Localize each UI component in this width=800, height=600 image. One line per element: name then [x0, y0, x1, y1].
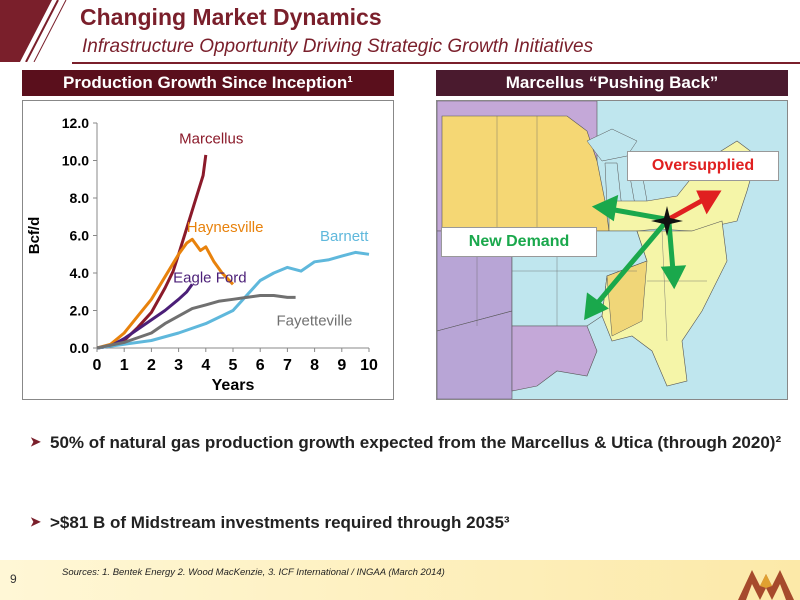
series-label-fayetteville: Fayetteville — [277, 313, 353, 330]
state-borders — [476, 116, 707, 342]
series-label-marcellus: Marcellus — [179, 131, 243, 148]
oversupplied-label: Oversupplied — [627, 151, 779, 181]
chevron-right-icon: ➤ — [30, 514, 41, 529]
header-decoration — [0, 0, 67, 62]
x-axis-label: Years — [212, 377, 255, 394]
x-tick-label: 10 — [360, 357, 378, 374]
us-east-map: Oversupplied New Demand — [436, 100, 788, 400]
series-label-eagle-ford: Eagle Ford — [173, 269, 246, 286]
bullet-text-1: 50% of natural gas production growth exp… — [50, 433, 782, 452]
page-number: 9 — [10, 572, 17, 586]
x-tick-label: 6 — [256, 357, 265, 374]
series-line-barnett — [96, 250, 370, 350]
region-midwest — [441, 115, 610, 232]
marcellus-star-icon — [651, 206, 683, 236]
oversupply-arrow — [667, 190, 722, 222]
series-label-haynesville: Haynesville — [187, 219, 264, 236]
y-tick-label: 12.0 — [62, 115, 89, 131]
company-logo-icon — [738, 570, 794, 600]
x-tick-label: 1 — [120, 357, 129, 374]
line-chart-svg: 0.0 2.0 4.0 6.0 8.0 10.0 12.0 0 1 2 3 4 5 6 7 8 9 10 Years… — [26, 115, 378, 394]
series-line-fayetteville — [96, 294, 296, 350]
x-tick-label: 8 — [310, 357, 319, 374]
marcellus-pushing-back-heading: Marcellus “Pushing Back” — [436, 70, 788, 96]
page-subtitle: Infrastructure Opportunity Driving Strat… — [82, 36, 594, 57]
x-tick-label: 9 — [337, 357, 346, 374]
chevron-right-icon: ➤ — [30, 434, 41, 449]
y-tick-label: 2.0 — [70, 303, 90, 319]
series-line-haynesville — [96, 237, 235, 350]
y-tick-label: 8.0 — [70, 190, 90, 206]
y-axis-label: Bcf/d — [26, 217, 43, 255]
y-tick-label: 10.0 — [62, 153, 89, 169]
demand-arrows — [584, 194, 687, 321]
region-southwest — [437, 310, 513, 399]
x-tick-label: 4 — [201, 357, 210, 374]
production-growth-chart: 0.0 2.0 4.0 6.0 8.0 10.0 12.0 0 1 2 3 4 5 6 7 8 9 10 Years… — [22, 100, 394, 400]
region-southeast — [601, 220, 728, 387]
title-divider — [72, 62, 800, 64]
footer-bar — [0, 560, 800, 600]
new-demand-label: New Demand — [441, 227, 597, 257]
x-tick-label: 3 — [174, 357, 183, 374]
y-tick-label: 4.0 — [70, 265, 90, 281]
x-tick-label: 2 — [147, 357, 156, 374]
page-title: Changing Market Dynamics — [80, 4, 382, 30]
sources-note: Sources: 1. Bentek Energy 2. Wood MacKen… — [62, 567, 445, 578]
series-label-barnett: Barnett — [320, 228, 369, 245]
x-tick-label: 5 — [229, 357, 238, 374]
bullet-text-2: >$81 B of Midstream investments required… — [50, 513, 510, 532]
y-tick-label: 6.0 — [70, 228, 90, 244]
x-tick-label: 7 — [283, 357, 292, 374]
x-tick-label: 0 — [93, 357, 102, 374]
region-south — [511, 325, 598, 392]
y-tick-label: 0.0 — [70, 340, 90, 356]
lake-superior — [586, 128, 638, 162]
production-growth-heading: Production Growth Since Inception¹ — [22, 70, 394, 96]
